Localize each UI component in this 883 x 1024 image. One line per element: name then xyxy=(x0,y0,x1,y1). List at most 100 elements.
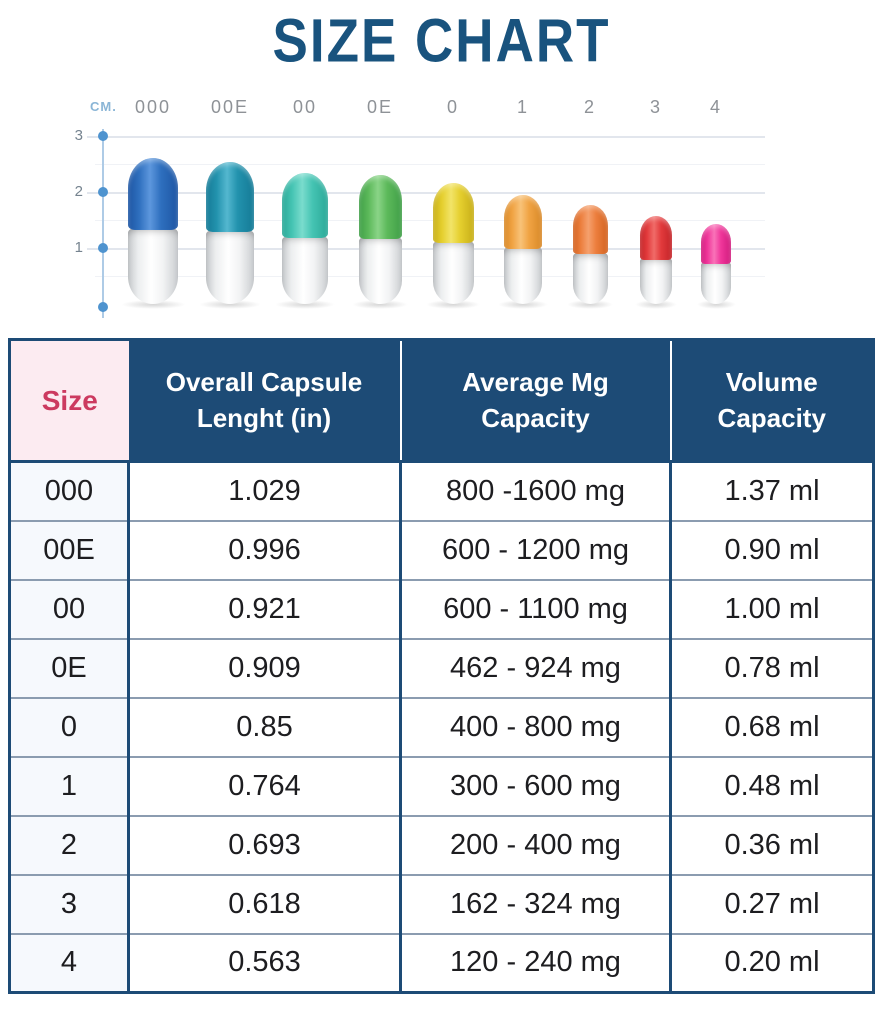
capsule-body xyxy=(282,235,328,304)
cell-mg-capacity: 162 - 324 mg xyxy=(399,873,671,934)
cell-volume: 0.90 ml xyxy=(669,519,874,580)
table-row: 000 1.029 800 -1600 mg 1.37 ml xyxy=(9,461,874,521)
cm-unit-label: CM. xyxy=(90,99,117,114)
capsule-00E xyxy=(206,162,254,304)
capsule-cap xyxy=(128,158,178,231)
table-row: 0 0.85 400 - 800 mg 0.68 ml xyxy=(9,696,874,757)
cm-axis-line xyxy=(102,129,104,318)
axis-tick-label: 3 xyxy=(74,127,83,144)
cell-length: 0.996 xyxy=(127,519,401,580)
capsule-shadow xyxy=(275,300,335,309)
capsule-body xyxy=(206,230,254,304)
capsule-body xyxy=(701,262,731,304)
capsule-size-label: 4 xyxy=(709,97,722,117)
capsule-2 xyxy=(572,205,608,304)
minor-gridline xyxy=(95,164,765,165)
cell-volume: 0.78 ml xyxy=(669,637,874,698)
cell-size: 0 xyxy=(9,696,129,757)
cell-mg-capacity: 600 - 1200 mg xyxy=(399,519,671,580)
capsule-shadow xyxy=(198,300,262,309)
cell-volume: 0.36 ml xyxy=(669,814,874,875)
header-volume-capacity: Volume Capacity xyxy=(669,339,874,463)
capsule-0E xyxy=(358,175,402,304)
capsule-size-label: 2 xyxy=(583,97,596,117)
cell-length: 0.85 xyxy=(127,696,401,757)
cell-mg-capacity: 120 - 240 mg xyxy=(399,932,671,993)
capsule-shadow xyxy=(635,300,677,309)
capsule-cap xyxy=(206,162,254,233)
capsule-cap xyxy=(358,175,402,239)
capsule-cap xyxy=(432,183,474,243)
capsule-cap xyxy=(701,224,731,264)
capsule-shadow xyxy=(696,300,736,309)
cell-size: 4 xyxy=(9,932,129,993)
capsule-000 xyxy=(128,158,178,304)
capsule-4 xyxy=(701,224,731,304)
axis-tick-label: 2 xyxy=(74,183,83,200)
major-gridline xyxy=(87,248,765,250)
capsule-size-label: 3 xyxy=(649,97,662,117)
cell-mg-capacity: 462 - 924 mg xyxy=(399,637,671,698)
cell-mg-capacity: 300 - 600 mg xyxy=(399,755,671,816)
cell-size: 3 xyxy=(9,873,129,934)
minor-gridline xyxy=(95,220,765,221)
cell-size: 1 xyxy=(9,755,129,816)
capsule-shadow xyxy=(498,300,548,309)
cell-size: 00E xyxy=(9,519,129,580)
axis-dot xyxy=(98,243,108,253)
capsule-cap xyxy=(640,216,672,260)
capsule-body xyxy=(358,236,402,304)
table-row: 00 0.921 600 - 1100 mg 1.00 ml xyxy=(9,578,874,639)
capsule-shadow xyxy=(426,300,480,309)
axis-dot xyxy=(98,131,108,141)
capsule-body xyxy=(504,247,542,304)
capsule-size-label: 0E xyxy=(366,97,394,117)
capsule-shadow xyxy=(120,300,186,309)
capsule-cap xyxy=(282,173,328,238)
major-gridline xyxy=(87,192,765,194)
capsule-size-label: 00 xyxy=(292,97,318,117)
cell-size: 000 xyxy=(9,461,129,521)
cell-length: 0.563 xyxy=(127,932,401,993)
capsule-size-chart: CM. 3 2 1 000 00E 00 0E 0 1 2 3 4 xyxy=(0,85,883,340)
table-row: 2 0.693 200 - 400 mg 0.36 ml xyxy=(9,814,874,875)
capsule-cap xyxy=(572,205,608,254)
capsule-size-label: 00E xyxy=(210,97,250,117)
size-table: Size Overall Capsule Lenght (in) Average… xyxy=(8,338,875,994)
cell-length: 0.909 xyxy=(127,637,401,698)
cell-length: 0.618 xyxy=(127,873,401,934)
capsule-body xyxy=(432,241,474,304)
header-mg-capacity: Average Mg Capacity xyxy=(399,339,671,463)
header-capsule-length: Overall Capsule Lenght (in) xyxy=(128,339,401,463)
axis-dot xyxy=(98,187,108,197)
capsule-cap xyxy=(504,195,542,249)
capsule-body xyxy=(640,258,672,304)
minor-gridline xyxy=(95,276,765,277)
page-title: SIZE CHART xyxy=(272,7,611,76)
cell-size: 00 xyxy=(9,578,129,639)
axis-dot xyxy=(98,302,108,312)
cell-mg-capacity: 800 -1600 mg xyxy=(399,461,671,521)
cell-volume: 0.68 ml xyxy=(669,696,874,757)
cell-mg-capacity: 200 - 400 mg xyxy=(399,814,671,875)
cell-mg-capacity: 600 - 1100 mg xyxy=(399,578,671,639)
header-size: Size xyxy=(9,339,129,463)
capsule-3 xyxy=(640,216,672,304)
table-header-row: Size Overall Capsule Lenght (in) Average… xyxy=(9,339,874,463)
capsule-shadow xyxy=(352,300,408,309)
capsule-00 xyxy=(282,173,328,304)
table-row: 0E 0.909 462 - 924 mg 0.78 ml xyxy=(9,637,874,698)
capsule-body xyxy=(572,252,608,304)
table-row: 00E 0.996 600 - 1200 mg 0.90 ml xyxy=(9,519,874,580)
capsule-size-label: 0 xyxy=(446,97,459,117)
major-gridline xyxy=(87,136,765,138)
capsule-size-label: 000 xyxy=(134,97,172,117)
axis-tick-label: 1 xyxy=(74,239,83,256)
table-row: 3 0.618 162 - 324 mg 0.27 ml xyxy=(9,873,874,934)
cell-size: 0E xyxy=(9,637,129,698)
table-row: 1 0.764 300 - 600 mg 0.48 ml xyxy=(9,755,874,816)
capsule-body xyxy=(128,228,178,304)
cell-length: 1.029 xyxy=(127,461,401,521)
cell-length: 0.921 xyxy=(127,578,401,639)
